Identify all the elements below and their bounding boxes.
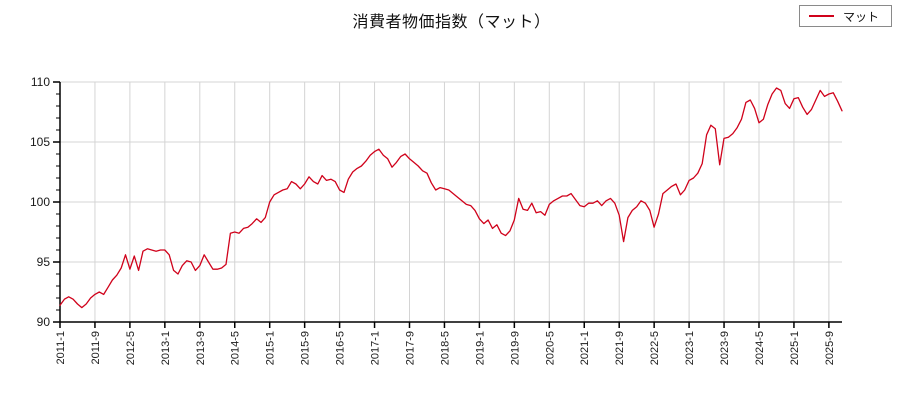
legend-line-swatch (808, 15, 834, 17)
x-axis-label: 2023-1 (684, 331, 696, 365)
x-axis-label: 2015-1 (265, 331, 277, 365)
y-axis-label: 105 (30, 135, 50, 149)
y-axis-label: 90 (37, 315, 51, 329)
x-axis-label: 2011-9 (90, 331, 102, 364)
x-axis-label: 2019-9 (509, 331, 521, 365)
y-axis-label: 95 (37, 255, 51, 269)
chart-title: 消費者物価指数（マット） (352, 14, 551, 31)
x-axis-label: 2023-9 (719, 331, 731, 365)
legend: マット (798, 5, 892, 27)
x-axis-label: 2024-5 (754, 331, 766, 365)
x-axis-label: 2019-1 (474, 331, 486, 365)
x-axis-label: 2013-9 (195, 331, 207, 365)
y-axis-label: 100 (30, 195, 50, 209)
y-axis-label: 110 (31, 75, 50, 89)
x-axis-label: 2014-5 (230, 331, 242, 365)
x-axis-label: 2021-9 (614, 331, 626, 365)
x-axis-label: 2021-1 (579, 331, 591, 365)
x-axis-label: 2018-5 (439, 331, 451, 365)
x-axis-label: 2017-1 (370, 331, 382, 365)
x-axis-label: 2015-9 (300, 331, 312, 365)
legend-label: マット (842, 9, 879, 24)
x-axis-label: 2025-9 (824, 331, 836, 365)
x-axis-label: 2020-5 (544, 331, 556, 365)
x-axis-label: 2012-5 (125, 331, 137, 365)
series-line (59, 87, 843, 309)
x-axis-label: 2017-9 (404, 331, 416, 365)
x-axis-label: 2016-5 (335, 331, 347, 365)
x-axis-label: 2025-1 (789, 331, 801, 365)
x-axis-label: 2013-1 (160, 331, 172, 365)
x-axis-label: 2022-5 (649, 331, 661, 365)
x-axis-label: 2011-1 (55, 331, 67, 364)
